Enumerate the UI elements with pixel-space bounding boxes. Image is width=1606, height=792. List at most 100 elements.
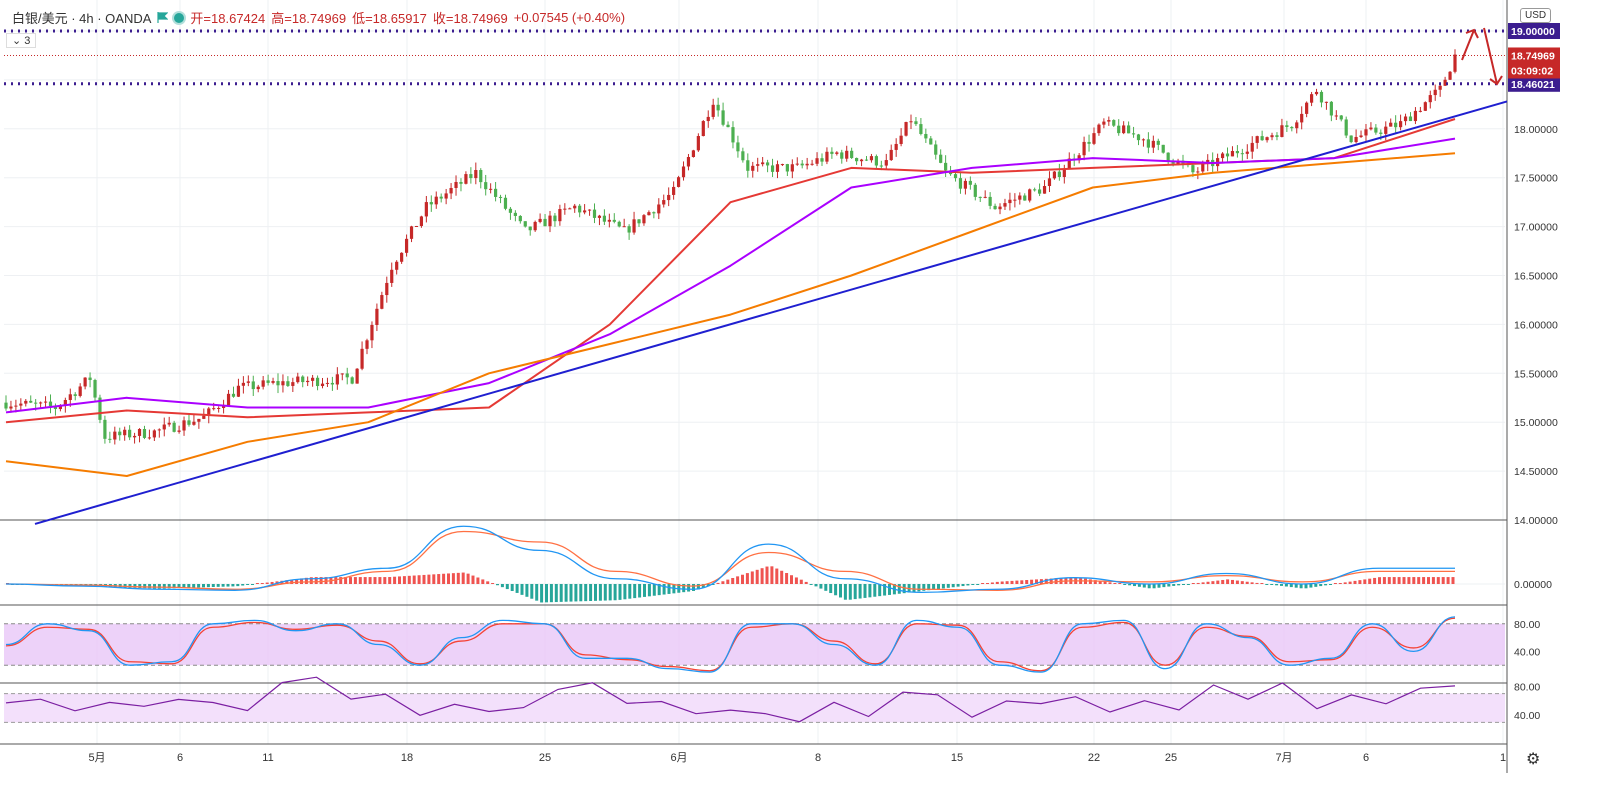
histogram-bar (922, 584, 926, 591)
histogram-bar (172, 584, 176, 589)
histogram-bar (324, 577, 328, 584)
candle-body (1334, 115, 1338, 117)
histogram-bar (515, 584, 519, 593)
x-tick-label: 6 (177, 752, 183, 764)
candle-body (1102, 121, 1106, 125)
histogram-bar (417, 575, 421, 584)
indicator-collapse-button[interactable]: ⌄ 3 (6, 33, 37, 48)
candle-body (731, 127, 735, 143)
candle-body (24, 400, 28, 404)
histogram-bar (461, 572, 465, 584)
candle-body (607, 219, 611, 222)
chart-legend: 白银/美元 · 4h · OANDA 开=18.67424 高=18.74969… (12, 8, 625, 27)
candle-body (597, 215, 602, 218)
histogram-bar (961, 584, 965, 587)
candle-body (276, 381, 280, 386)
histogram-bar (270, 581, 274, 584)
candle-body (815, 158, 819, 164)
y-tick-label: 16.00000 (1514, 319, 1558, 331)
candle-body (474, 170, 478, 179)
histogram-bar (202, 584, 205, 588)
rsi-line (5, 676, 1456, 723)
trendline (34, 100, 1508, 525)
y-tick-label: 17.50000 (1514, 173, 1558, 185)
histogram-bar (368, 577, 372, 584)
histogram-bar (956, 584, 960, 587)
candle-body (370, 324, 374, 341)
histogram-bar (496, 584, 499, 586)
candle-body (9, 406, 13, 409)
candle-body (1028, 189, 1032, 201)
candle-body (1374, 127, 1378, 133)
candle-body (241, 382, 245, 386)
candle-body (320, 383, 325, 387)
currency-badge[interactable]: USD (1520, 8, 1552, 23)
stoch-tick-label: 80.00 (1514, 619, 1540, 631)
candle-body (261, 380, 265, 387)
symbol-label[interactable]: 白银/美元 · 4h · OANDA (12, 11, 152, 26)
histogram-bar (500, 584, 504, 588)
candle-body (503, 197, 508, 209)
histogram-bar (554, 584, 558, 603)
histogram-bar (260, 583, 264, 584)
candle-body (1309, 94, 1314, 103)
candle-body (1087, 141, 1091, 144)
histogram-bar (285, 580, 289, 584)
histogram-bar (1235, 580, 1239, 584)
gear-icon[interactable]: ⚙ (1526, 751, 1541, 768)
histogram-bar (760, 568, 764, 584)
histogram-bar (1020, 580, 1024, 584)
histogram-bar (407, 575, 411, 584)
histogram-bar (1280, 584, 1283, 586)
candle-body (489, 188, 493, 190)
candle-body (667, 194, 671, 201)
candle-body (770, 165, 775, 172)
candle-body (622, 226, 626, 228)
candle-body (652, 212, 656, 214)
histogram-bar (388, 577, 392, 584)
candle-body (830, 151, 834, 154)
candle-body (1433, 89, 1437, 96)
histogram-bar (888, 584, 891, 595)
candle-body (172, 422, 176, 432)
histogram-bar (1329, 584, 1332, 585)
candle-body (395, 261, 399, 270)
change-value: +0.07545 (+0.40%) (513, 10, 626, 25)
histogram-bar (858, 584, 862, 599)
x-tick-label: 1 (1500, 752, 1506, 764)
candle-body (484, 182, 488, 190)
histogram-bar (1152, 584, 1156, 589)
candle-body (103, 419, 107, 439)
candle-body (88, 377, 92, 381)
histogram-bar (1275, 584, 1279, 586)
histogram-bar (295, 579, 299, 584)
candle-body (1255, 136, 1259, 143)
histogram-bar (314, 577, 318, 584)
candle-body (612, 219, 616, 222)
candle-body (479, 170, 483, 183)
candle-body (464, 174, 468, 184)
candle-body (286, 381, 290, 386)
flag-icon[interactable] (157, 12, 169, 23)
candle-body (1290, 127, 1294, 129)
histogram-bar (187, 584, 191, 588)
candle-body (780, 164, 785, 166)
candle-body (1428, 95, 1432, 103)
histogram-bar (1343, 582, 1347, 584)
histogram-bar (211, 584, 215, 588)
candle-body (113, 431, 117, 440)
histogram-bar (1098, 580, 1102, 584)
candle-body (553, 215, 557, 222)
histogram-bar (442, 573, 446, 584)
candle-body (345, 373, 349, 378)
histogram-bar (731, 577, 735, 584)
histogram-bar (682, 584, 686, 593)
histogram-bar (692, 584, 695, 591)
histogram-bar (853, 584, 857, 600)
candle-body (785, 164, 789, 172)
histogram-bar (770, 566, 774, 584)
histogram-bar (755, 569, 759, 584)
candle-body (1329, 101, 1333, 116)
y-tick-label: 18.00000 (1514, 124, 1558, 136)
candle-body (859, 159, 864, 162)
